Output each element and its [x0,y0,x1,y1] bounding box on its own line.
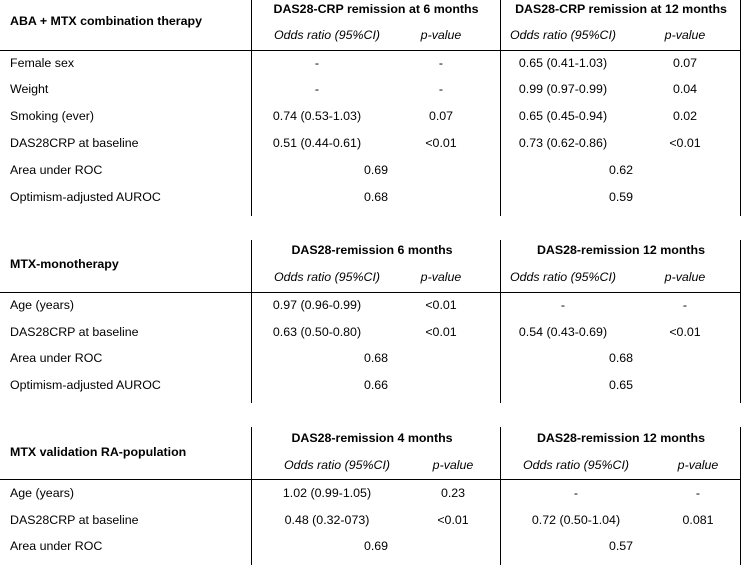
table-title: ABA + MTX combination therapy [10,14,202,28]
p-value-cell: <0.01 [425,298,457,312]
column-header: p-value [677,458,719,472]
row-label: Area under ROC [10,351,103,365]
row-label: Smoking (ever) [10,109,95,123]
column-header: p-value [432,458,474,472]
odds-ratio-cell: 0.97 (0.96-0.99) [272,298,362,312]
column-header: p-value [664,270,706,284]
table-title: MTX-monotherapy [10,257,119,271]
summary-value: 0.68 [608,351,634,365]
group-header: DAS28-CRP remission at 12 months [515,2,727,16]
p-value-cell: 0.23 [440,486,466,500]
column-header: Odds ratio (95%CI) [273,270,381,284]
summary-value: 0.59 [608,190,634,204]
p-value-cell: 0.081 [682,513,714,527]
column-header: p-value [664,28,706,42]
column-header: Odds ratio (95%CI) [273,28,381,42]
summary-value: 0.69 [363,539,389,553]
summary-value: 0.66 [363,378,389,392]
odds-ratio-cell: 0.72 (0.50-1.04) [531,513,621,527]
column-header: Odds ratio (95%CI) [522,458,630,472]
odds-ratio-cell: 0.74 (0.53-1.03) [272,109,362,123]
summary-value: 0.62 [608,163,634,177]
summary-value: 0.65 [608,378,634,392]
group-header: DAS28-remission 4 months [291,431,453,445]
p-value-cell: <0.01 [425,136,457,150]
column-header: p-value [420,270,462,284]
row-label: Optimism-adjusted AUROC [10,190,161,204]
row-label: DAS28CRP at baseline [10,513,139,527]
odds-ratio-cell: 0.48 (0.32-073) [284,513,370,527]
column-header: p-value [420,28,462,42]
odds-ratio-cell: 0.65 (0.45-0.94) [518,109,608,123]
group-header: DAS28-remission 6 months [291,243,453,257]
group-header: DAS28-CRP remission at 6 months [273,2,479,16]
p-value-cell: 0.02 [672,109,698,123]
odds-ratio-cell: 0.51 (0.44-0.61) [272,136,362,150]
group-header: DAS28-remission 12 months [536,431,705,445]
row-label: Age (years) [10,486,75,500]
table-title: MTX validation RA-population [10,445,187,459]
group-header: DAS28-remission 12 months [536,243,705,257]
odds-ratio-cell: - [560,298,566,312]
row-label: Weight [10,82,49,96]
p-value-cell: <0.01 [437,513,469,527]
odds-ratio-cell: 0.65 (0.41-1.03) [518,56,608,70]
p-value-cell: - [438,82,444,96]
row-label: Female sex [10,56,75,70]
table-mtx-validation: MTX validation RA-population DAS28-remis… [0,427,745,565]
p-value-cell: <0.01 [669,136,701,150]
p-value-cell: 0.07 [672,56,698,70]
p-value-cell: - [682,298,688,312]
summary-value: 0.68 [363,190,389,204]
odds-ratio-cell: - [314,56,320,70]
row-label: Optimism-adjusted AUROC [10,378,161,392]
table-mtx-monotherapy: MTX-monotherapy DAS28-remission 6 months… [0,240,745,405]
row-label: DAS28CRP at baseline [10,325,139,339]
p-value-cell: - [438,56,444,70]
odds-ratio-cell: 1.02 (0.99-1.05) [282,486,372,500]
row-label: Age (years) [10,298,75,312]
p-value-cell: - [695,486,701,500]
row-label: DAS28CRP at baseline [10,136,139,150]
p-value-cell: <0.01 [425,325,457,339]
summary-value: 0.68 [363,351,389,365]
summary-value: 0.57 [608,539,634,553]
column-header: Odds ratio (95%CI) [283,458,391,472]
odds-ratio-cell: - [573,486,579,500]
row-label: Area under ROC [10,163,103,177]
column-header: Odds ratio (95%CI) [509,28,617,42]
p-value-cell: 0.07 [428,109,454,123]
table-aba-mtx: ABA + MTX combination therapy DAS28-CRP … [0,0,745,216]
odds-ratio-cell: - [314,82,320,96]
odds-ratio-cell: 0.73 (0.62-0.86) [518,136,608,150]
row-label: Area under ROC [10,539,103,553]
odds-ratio-cell: 0.99 (0.97-0.99) [518,82,608,96]
column-header: Odds ratio (95%CI) [509,270,617,284]
summary-value: 0.69 [363,163,389,177]
odds-ratio-cell: 0.54 (0.43-0.69) [518,325,608,339]
odds-ratio-cell: 0.63 (0.50-0.80) [272,325,362,339]
p-value-cell: 0.04 [672,82,698,96]
p-value-cell: <0.01 [669,325,701,339]
